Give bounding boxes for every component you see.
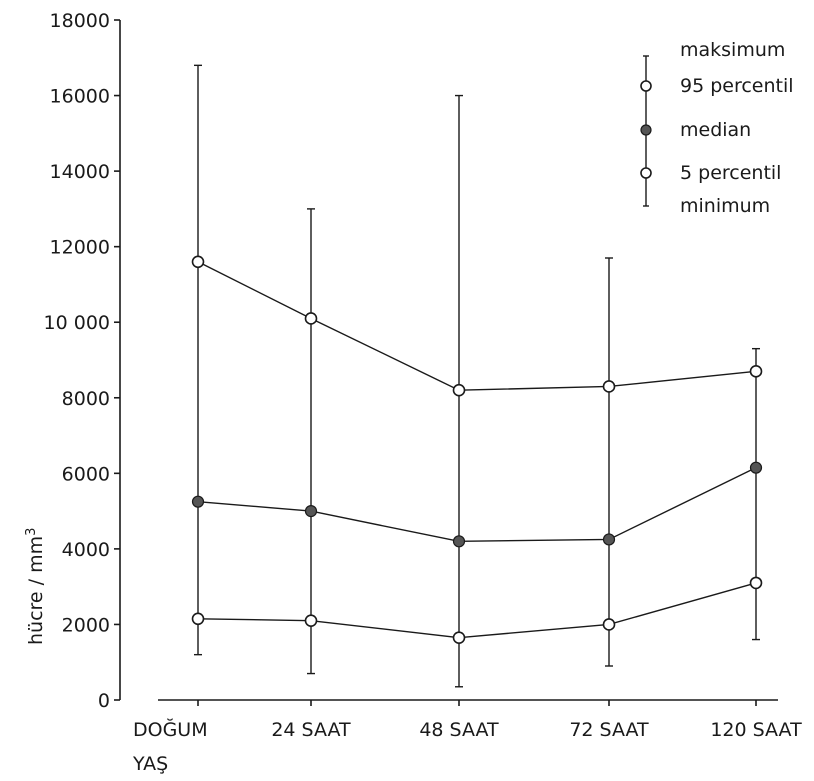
data-point: [602, 380, 616, 393]
y-tick-label: 12000: [50, 237, 110, 259]
data-point: [304, 505, 318, 518]
data-point: [749, 461, 763, 474]
x-tick-label: 72 SAAT: [569, 719, 649, 741]
data-point: [602, 618, 616, 631]
y-tick-label: 10 000: [44, 312, 110, 334]
y-tick-label: 4000: [62, 539, 110, 561]
x-tick-label: DOĞUM: [133, 717, 208, 741]
x-axis: DOĞUM 24 SAAT 48 SAAT 72 SAAT 120 SAAT YAŞ: [132, 699, 802, 775]
data-point: [602, 533, 616, 546]
legend-marker-median: [640, 124, 652, 136]
x-tick-label: 24 SAAT: [271, 719, 351, 741]
series-lines-group: [197, 261, 757, 639]
legend-label-5-percentil: 5 percentil: [680, 162, 781, 184]
data-point: [452, 383, 466, 397]
y-tick-label: 8000: [62, 388, 110, 410]
y-axis-label-superscript: 3: [24, 528, 39, 536]
data-point: [749, 576, 763, 590]
y-axis-label: hücre / mm3: [24, 528, 47, 645]
markers-group: [191, 255, 763, 644]
y-tick-label: 14000: [50, 161, 110, 183]
data-point: [749, 365, 763, 378]
data-point: [304, 614, 318, 627]
y-axis-label-text: hücre / mm: [25, 536, 47, 645]
y-axis: 0 2000 4000 6000 8000 10 000 12000 14000 16000 18…: [44, 10, 121, 712]
data-point: [191, 495, 205, 508]
whiskers-group: [194, 64, 760, 688]
legend-label-maksimum: maksimum: [680, 39, 785, 61]
y-tick-label: 16000: [50, 86, 110, 108]
data-point: [452, 535, 466, 548]
legend-label-minimum: minimum: [680, 195, 770, 217]
series-line: [197, 261, 757, 391]
series-line: [197, 582, 757, 639]
x-axis-label: YAŞ: [132, 753, 168, 775]
y-tick-label: 18000: [50, 10, 110, 32]
legend: maksimum 95 percentil median 5 percentil…: [640, 39, 794, 217]
data-point: [304, 312, 318, 325]
data-point: [191, 612, 205, 626]
x-tick-label: 48 SAAT: [419, 719, 499, 741]
data-point: [191, 255, 205, 269]
y-tick-label: 6000: [62, 463, 110, 485]
data-point: [452, 631, 466, 644]
legend-marker-95-percentil: [640, 80, 652, 92]
y-tick-label: 2000: [62, 614, 110, 636]
series-line: [197, 467, 757, 543]
x-tick-label: 120 SAAT: [710, 719, 802, 741]
legend-label-median: median: [680, 119, 751, 141]
legend-marker-5-percentil: [640, 167, 652, 179]
legend-label-95-percentil: 95 percentil: [680, 75, 794, 97]
y-tick-label: 0: [98, 690, 110, 712]
